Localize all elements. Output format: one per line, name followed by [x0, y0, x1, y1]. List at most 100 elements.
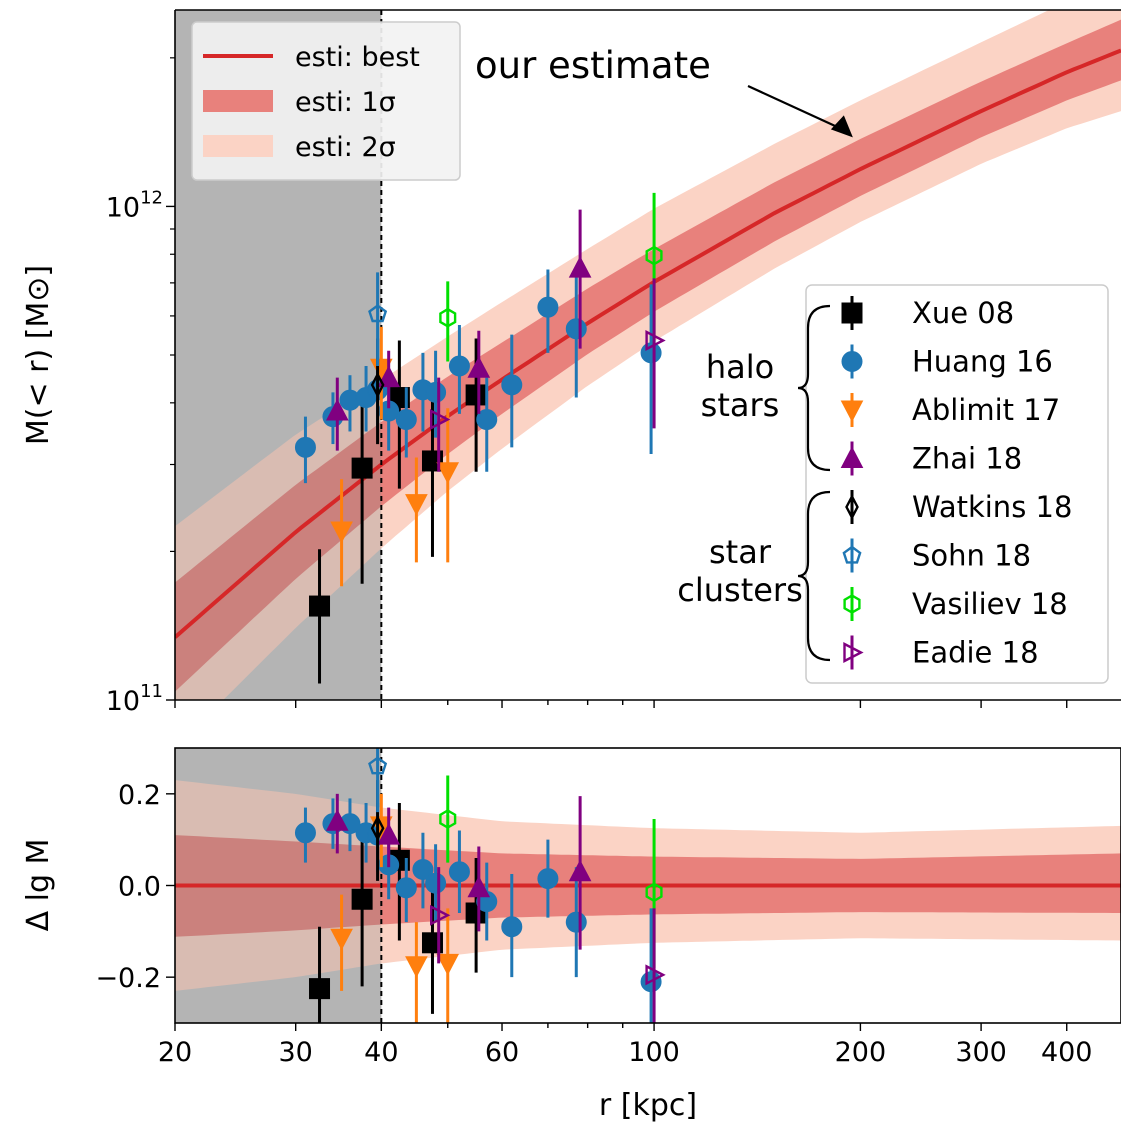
brace-star-clusters [797, 490, 831, 662]
ablimit-17-point-0 [330, 928, 353, 951]
huang-16-point-6 [395, 877, 417, 899]
ablimit-17-point-2 [405, 494, 428, 516]
huang-16-point-8 [425, 872, 447, 894]
legend-estimate-label-1: esti: 1σ [295, 87, 396, 118]
eadie-18-point-0 [430, 409, 451, 430]
huang-16-point-0 [294, 822, 316, 844]
huang-16-point-9 [448, 861, 470, 883]
brace-halo-stars [797, 304, 831, 472]
brace-label-1-0: star [709, 533, 772, 571]
x-tick-label-300: 300 [955, 1037, 1007, 1068]
xue-08-point-1 [351, 457, 373, 479]
brace-label-0-1: stars [701, 386, 780, 424]
legend-estimate-label-0: esti: best [295, 42, 420, 73]
zhai-18-point-2 [467, 356, 491, 378]
legend-label-ablimit-17: Ablimit 17 [912, 393, 1060, 427]
legend-swatch-band2 [203, 135, 273, 157]
ablimit-17-point-0 [330, 521, 353, 544]
legend-label-sohn-18: Sohn 18 [912, 539, 1031, 573]
huang-16-point-10 [476, 409, 498, 431]
x-tick-label-100: 100 [628, 1037, 680, 1068]
legend-marker-eadie-18 [843, 642, 864, 663]
x-tick-label-400: 400 [1041, 1037, 1093, 1068]
x-axis-label: r [kpc] [599, 1088, 697, 1123]
top-y-tick-exponent-12: 12 [140, 187, 163, 208]
sohn-18-point-0 [368, 756, 388, 775]
brace-label-0-0: halo [706, 348, 774, 386]
x-tick-label-30: 30 [279, 1037, 313, 1068]
eadie-18-point-1 [645, 330, 666, 351]
watkins-18-point-0 [370, 815, 385, 842]
x-tick-label-20: 20 [158, 1037, 192, 1068]
x-tick-label-40: 40 [364, 1037, 398, 1068]
huang-16-point-13 [565, 911, 587, 933]
brace-label-1-1: clusters [677, 571, 803, 609]
huang-16-point-11 [501, 374, 523, 396]
zhai-18-point-2 [467, 875, 491, 898]
top-y-tick-label-11: 1011 [106, 681, 163, 717]
zhai-18-point-3 [568, 256, 592, 278]
top-y-tick-label-12: 1012 [106, 187, 163, 223]
zhai-18-point-1 [377, 365, 401, 388]
bottom-panel: 20 30 40 60 100 200 300 400 −0.2 0.0 0.2 Δ lg M r … [21, 747, 1121, 1123]
xue-08-point-4 [465, 384, 487, 406]
bottom-y-tick-label-0: 0.0 [118, 872, 161, 903]
zhai-18-point-1 [377, 823, 401, 845]
bottom-y-tick-label--0.2: −0.2 [95, 963, 161, 994]
bottom-y-axis-label: Δ lg M [21, 839, 56, 932]
legend-swatch-band1 [203, 90, 273, 112]
vasiliev-18-point-1 [645, 245, 663, 266]
vasiliev-18-point-0 [439, 809, 457, 829]
legend-label-zhai-18: Zhai 18 [912, 442, 1022, 476]
annotation-arrow-line [747, 85, 848, 133]
vasiliev-18-point-1 [645, 882, 663, 903]
legend-marker-zhai-18 [840, 446, 864, 468]
top-y-axis-label: M(< r) [M⊙] [21, 265, 56, 445]
huang-16-point-12 [537, 868, 559, 890]
legend-marker-xue-08 [841, 302, 863, 324]
x-tick-label-60: 60 [485, 1037, 519, 1068]
legend-marker-huang-16 [841, 351, 863, 372]
huang-16-point-12 [537, 296, 559, 318]
legend-data-box [805, 284, 1109, 684]
annotation-our-estimate: our estimate [475, 44, 853, 138]
legend-marker-watkins-18 [845, 493, 859, 521]
bottom-y-tick-label-0.2: 0.2 [118, 780, 161, 811]
legend-label-huang-16: Huang 16 [912, 345, 1053, 379]
legend-estimate: esti: best esti: 1σ esti: 2σ [191, 21, 461, 181]
top-y-tick-exponent-11: 11 [140, 681, 163, 702]
legend-label-watkins-18: Watkins 18 [912, 490, 1072, 524]
huang-16-point-7 [412, 858, 434, 880]
estimate-1sigma-band [175, 19, 1121, 692]
zhai-18-point-0 [325, 809, 349, 831]
eadie-18-point-0 [430, 904, 451, 926]
ablimit-17-point-1 [369, 358, 393, 381]
zhai-18-point-0 [325, 398, 349, 421]
ablimit-17-point-3 [436, 953, 460, 976]
ablimit-17-point-3 [436, 462, 460, 484]
legend-label-eadie-18: Eadie 18 [912, 636, 1039, 670]
legend-label-xue-08: Xue 08 [912, 296, 1014, 330]
legend-label-vasiliev-18: Vasiliev 18 [912, 587, 1068, 621]
estimate-best-line [175, 48, 1121, 639]
x-tick-label-200: 200 [835, 1037, 887, 1068]
legend-marker-vasiliev-18 [843, 594, 861, 614]
huang-16-point-8 [425, 381, 447, 403]
legend-data: Xue 08 Huang 16 Ablimit 17 Zhai 18 Watkins 1… [677, 284, 1109, 684]
huang-16-point-0 [294, 436, 316, 458]
annotation-arrow-head [830, 115, 853, 138]
eadie-18-point-1 [645, 964, 666, 986]
legend-estimate-label-2: esti: 2σ [295, 132, 396, 163]
sohn-18-point-0 [368, 304, 388, 323]
vasiliev-18-point-0 [439, 307, 457, 328]
xue-08-point-0 [309, 978, 331, 1000]
huang-16-point-13 [565, 318, 587, 340]
watkins-18-point-0 [370, 371, 385, 398]
legend-marker-sohn-18 [842, 545, 862, 564]
huang-16-point-9 [448, 355, 470, 377]
annotation-text: our estimate [475, 44, 711, 87]
huang-16-point-6 [395, 409, 417, 431]
legend-marker-ablimit-17 [840, 400, 864, 423]
